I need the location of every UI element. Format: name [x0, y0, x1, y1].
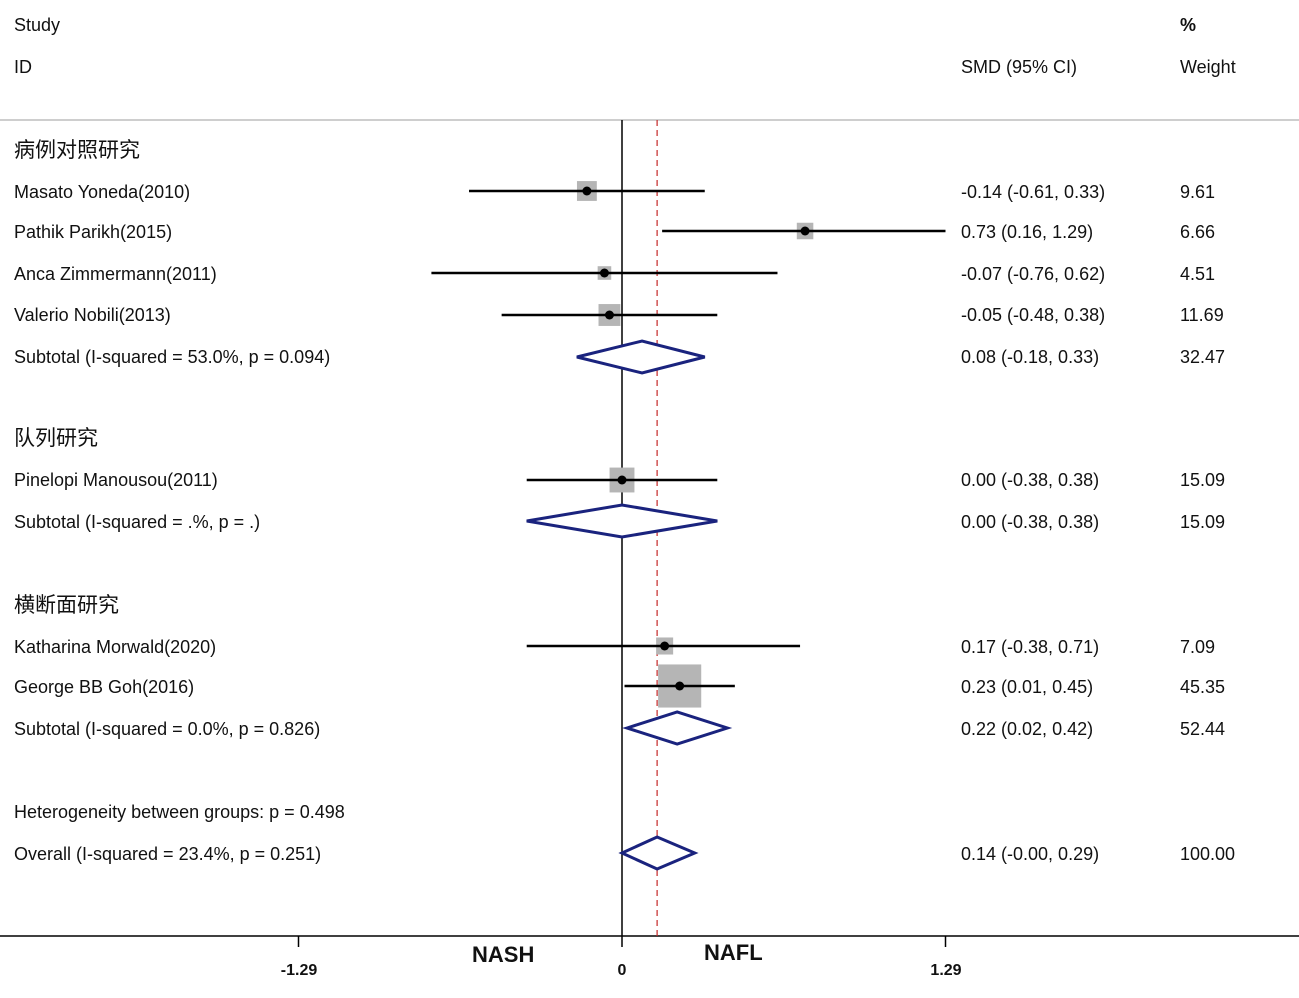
ci-value: -0.14 (-0.61, 0.33)	[961, 182, 1106, 202]
overall-label: Overall (I-squared = 23.4%, p = 0.251)	[14, 844, 322, 864]
ci-value: 0.73 (0.16, 1.29)	[961, 222, 1094, 242]
x-tick-label: 1.29	[930, 962, 962, 979]
header-smd: SMD (95% CI)	[961, 57, 1078, 77]
ci-value: 0.23 (0.01, 0.45)	[961, 677, 1094, 697]
weight-value: 9.61	[1180, 182, 1216, 202]
weight-value: 32.47	[1180, 347, 1226, 367]
weight-value: 11.69	[1180, 305, 1224, 325]
study-point	[800, 226, 810, 236]
ci-value: -0.07 (-0.76, 0.62)	[961, 264, 1106, 284]
ci-value: 0.22 (0.02, 0.42)	[961, 719, 1094, 739]
row-label: Valerio Nobili(2013)	[14, 305, 171, 325]
x-tick-label: -1.29	[280, 962, 318, 979]
group-title-cohort: 队列研究	[14, 426, 98, 450]
ci-value: 0.17 (-0.38, 0.71)	[961, 637, 1100, 657]
weight-value: 15.09	[1180, 512, 1226, 532]
ci-value: 0.00 (-0.38, 0.38)	[961, 512, 1100, 532]
row-label: George BB Goh(2016)	[14, 677, 195, 697]
header-id: ID	[14, 57, 32, 77]
group-title-case-control: 病例对照研究	[14, 138, 140, 162]
subtotal-label: Subtotal (I-squared = .%, p = .)	[14, 512, 261, 532]
header-weight: Weight	[1180, 57, 1236, 77]
subtotal-diamond	[576, 339, 706, 375]
row-label: Katharina Morwald(2020)	[14, 637, 217, 657]
x-tick-label: 0	[617, 962, 627, 979]
overall-diamond	[618, 835, 699, 871]
heterogeneity-label: Heterogeneity between groups: p = 0.498	[14, 802, 345, 822]
weight-value: 15.09	[1180, 470, 1226, 490]
subtotal-label: Subtotal (I-squared = 0.0%, p = 0.826)	[14, 719, 321, 739]
study-point	[582, 186, 592, 196]
header-percent: %	[1180, 15, 1197, 35]
row-label: Pinelopi Manousou(2011)	[14, 470, 218, 490]
ci-value: -0.05 (-0.48, 0.38)	[961, 305, 1106, 325]
weight-value: 100.00	[1180, 844, 1236, 864]
axis-left-label: NASH	[472, 942, 535, 967]
weight-value: 6.66	[1180, 222, 1216, 242]
subtotal-label: Subtotal (I-squared = 53.0%, p = 0.094)	[14, 347, 331, 367]
study-point	[660, 641, 670, 651]
study-point	[604, 310, 614, 320]
header-study: Study	[14, 15, 61, 35]
subtotal-diamond	[526, 503, 718, 539]
ci-value: 0.00 (-0.38, 0.38)	[961, 470, 1100, 490]
study-point	[599, 268, 609, 278]
row-label: Anca Zimmermann(2011)	[14, 264, 217, 284]
weight-value: 52.44	[1180, 719, 1226, 739]
group-title-cross-sectional: 横断面研究	[14, 593, 119, 617]
weight-value: 7.09	[1180, 637, 1216, 657]
subtotal-diamond	[622, 710, 733, 746]
axis-right-label: NAFL	[704, 940, 763, 965]
weight-value: 45.35	[1180, 677, 1226, 697]
study-point	[617, 475, 627, 485]
ci-value: 0.14 (-0.00, 0.29)	[961, 844, 1100, 864]
study-point	[675, 681, 685, 691]
weight-value: 4.51	[1180, 264, 1216, 284]
row-label: Pathik Parikh(2015)	[14, 222, 173, 242]
ci-value: 0.08 (-0.18, 0.33)	[961, 347, 1100, 367]
row-label: Masato Yoneda(2010)	[14, 182, 191, 202]
